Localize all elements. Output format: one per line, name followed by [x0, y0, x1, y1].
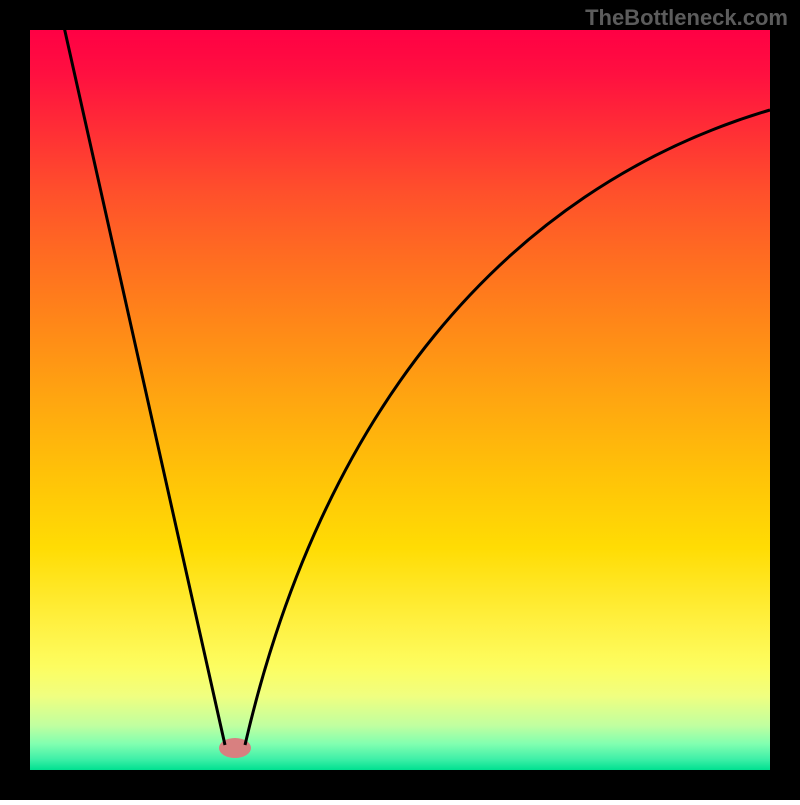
watermark-label: TheBottleneck.com	[585, 5, 788, 31]
chart-svg	[0, 0, 800, 800]
plot-area	[30, 30, 770, 770]
bottleneck-chart: TheBottleneck.com	[0, 0, 800, 800]
